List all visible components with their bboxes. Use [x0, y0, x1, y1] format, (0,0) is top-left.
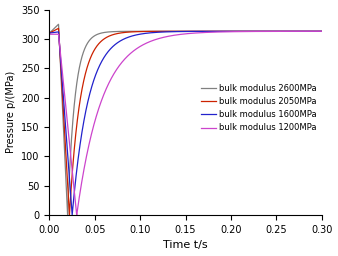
- bulk modulus 1200MPa: [47, 33, 51, 36]
- Line: bulk modulus 2050MPa: bulk modulus 2050MPa: [49, 28, 322, 215]
- bulk modulus 1600MPa: [251, 30, 255, 33]
- bulk modulus 2600MPa: [225, 30, 229, 33]
- bulk modulus 1600MPa: [70, 213, 74, 216]
- bulk modulus 1600MPa: [47, 31, 51, 35]
- bulk modulus 1200MPa: [151, 39, 155, 42]
- bulk modulus 1200MPa: [97, 106, 101, 109]
- bulk modulus 2050MPa: [47, 31, 51, 35]
- bulk modulus 1200MPa: [211, 31, 215, 34]
- bulk modulus 2050MPa: [67, 213, 71, 216]
- bulk modulus 2050MPa: [320, 30, 324, 33]
- bulk modulus 2600MPa: [56, 23, 61, 26]
- bulk modulus 1600MPa: [320, 30, 324, 33]
- Legend: bulk modulus 2600MPa, bulk modulus 2050MPa, bulk modulus 1600MPa, bulk modulus 1: bulk modulus 2600MPa, bulk modulus 2050M…: [197, 81, 320, 136]
- bulk modulus 1200MPa: [320, 30, 324, 33]
- bulk modulus 1200MPa: [75, 214, 79, 217]
- X-axis label: Time t/s: Time t/s: [163, 240, 208, 250]
- bulk modulus 2600MPa: [251, 30, 255, 33]
- bulk modulus 2050MPa: [271, 30, 275, 33]
- bulk modulus 2600MPa: [66, 213, 70, 216]
- Y-axis label: Pressure p/(MPa): Pressure p/(MPa): [5, 71, 16, 154]
- bulk modulus 2600MPa: [211, 30, 215, 33]
- bulk modulus 1600MPa: [97, 65, 101, 68]
- bulk modulus 1600MPa: [151, 31, 155, 34]
- bulk modulus 2600MPa: [151, 30, 155, 33]
- bulk modulus 2050MPa: [151, 30, 155, 33]
- bulk modulus 2050MPa: [97, 42, 101, 45]
- bulk modulus 2600MPa: [97, 32, 101, 35]
- bulk modulus 2600MPa: [47, 31, 51, 35]
- bulk modulus 2050MPa: [225, 30, 229, 33]
- bulk modulus 2600MPa: [271, 30, 275, 33]
- bulk modulus 1200MPa: [251, 30, 255, 33]
- bulk modulus 1600MPa: [224, 30, 228, 33]
- Line: bulk modulus 1600MPa: bulk modulus 1600MPa: [49, 31, 322, 215]
- bulk modulus 1600MPa: [271, 30, 275, 33]
- Line: bulk modulus 1200MPa: bulk modulus 1200MPa: [49, 31, 322, 215]
- bulk modulus 1600MPa: [211, 30, 215, 33]
- Line: bulk modulus 2600MPa: bulk modulus 2600MPa: [49, 24, 322, 215]
- bulk modulus 2050MPa: [56, 27, 61, 30]
- bulk modulus 1200MPa: [224, 30, 228, 33]
- bulk modulus 2600MPa: [320, 30, 324, 33]
- bulk modulus 2050MPa: [211, 30, 215, 33]
- bulk modulus 2050MPa: [251, 30, 255, 33]
- bulk modulus 1200MPa: [271, 30, 275, 33]
